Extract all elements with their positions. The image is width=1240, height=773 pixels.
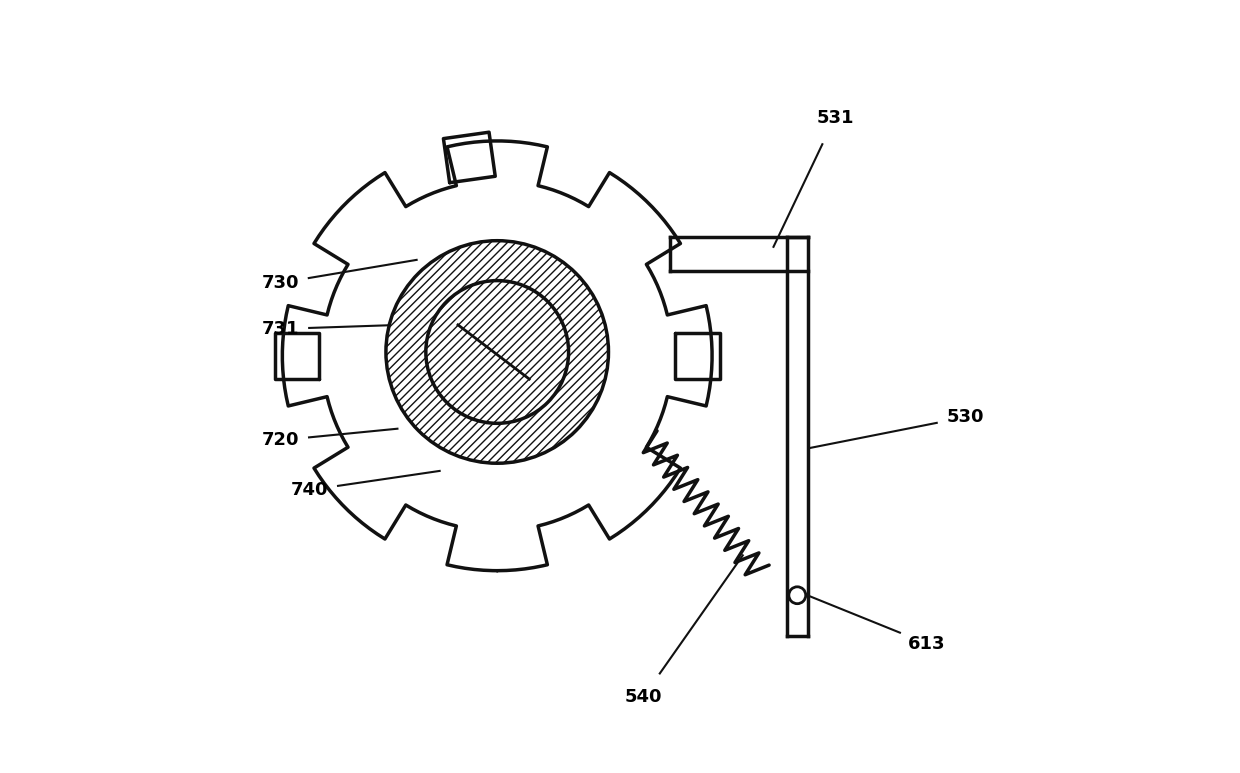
Text: 740: 740 — [290, 481, 327, 499]
Circle shape — [425, 281, 569, 424]
Circle shape — [386, 240, 609, 463]
Text: 613: 613 — [908, 635, 946, 652]
Text: 531: 531 — [816, 109, 853, 127]
Text: 730: 730 — [262, 274, 299, 292]
Text: 720: 720 — [262, 431, 299, 449]
Text: 731: 731 — [262, 320, 299, 338]
Text: 530: 530 — [946, 408, 985, 426]
Text: 540: 540 — [624, 688, 662, 707]
